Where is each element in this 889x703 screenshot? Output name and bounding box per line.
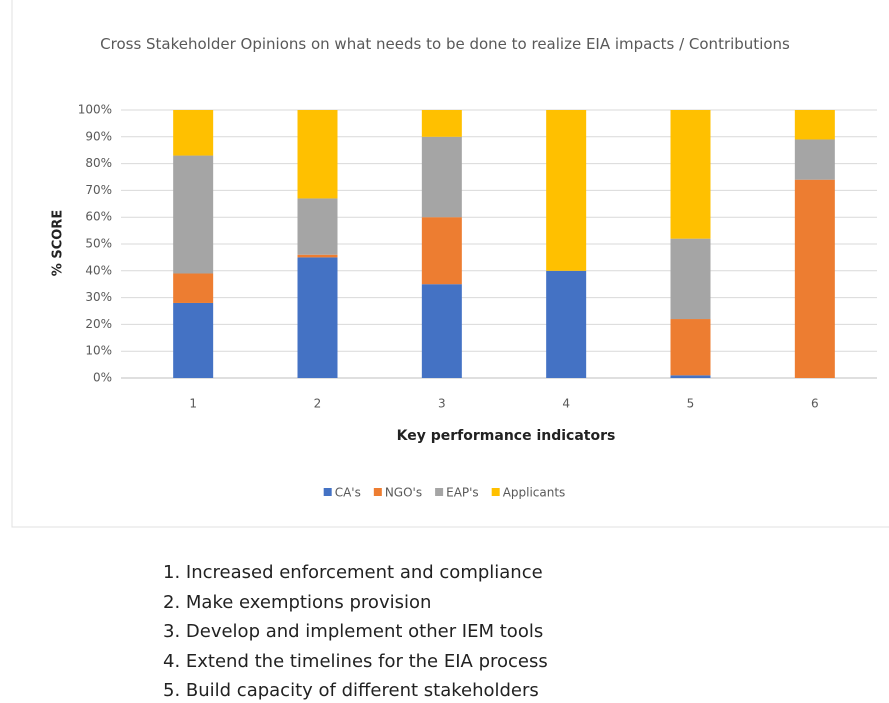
x-tick-label: 1	[189, 397, 197, 411]
bar-segment	[421, 110, 462, 137]
y-tick-label: 100%	[78, 103, 112, 117]
bar-segment	[173, 110, 214, 156]
bar-segment	[421, 217, 462, 285]
y-tick-label: 40%	[85, 263, 112, 277]
bar-segment	[297, 257, 338, 378]
bar-segment	[297, 110, 338, 199]
bar-segment	[670, 319, 711, 376]
bar-segment	[546, 270, 587, 378]
note-item: 4. Extend the timelines for the EIA proc…	[163, 650, 548, 672]
bar-segment	[297, 254, 338, 258]
bar-segment	[794, 110, 835, 140]
x-tick-label: 2	[314, 397, 322, 411]
bar-segment	[173, 273, 214, 303]
legend-swatch	[373, 488, 382, 496]
legend-label: Applicants	[503, 486, 566, 500]
y-tick-label: 30%	[85, 290, 112, 304]
x-tick-label: 3	[438, 397, 446, 411]
y-tick-label: 90%	[85, 129, 112, 143]
legend-swatch	[435, 488, 444, 496]
note-item: 1. Increased enforcement and compliance	[163, 562, 543, 583]
legend-label: NGO's	[385, 486, 422, 500]
x-tick-label: 4	[562, 397, 570, 411]
note-item: 2. Make exemptions provision	[163, 591, 432, 613]
note-item: 5. Build capacity of different stakehold…	[163, 680, 539, 701]
bar-segment	[546, 110, 587, 271]
bar-segment	[421, 136, 462, 218]
x-tick-label: 5	[687, 397, 695, 411]
legend-swatch	[491, 488, 500, 496]
bar-segment	[297, 198, 338, 255]
x-axis-label: Key performance indicators	[397, 428, 616, 444]
chart-title: Cross Stakeholder Opinions on what needs…	[100, 35, 790, 53]
y-tick-label: 20%	[85, 317, 112, 331]
bar-segment	[794, 179, 835, 378]
bar-segment	[670, 238, 711, 320]
chart-border	[11, 0, 889, 528]
notes: 1. Increased enforcement and compliance 2…	[163, 558, 548, 703]
y-tick-label: 70%	[85, 183, 112, 197]
legend-swatch	[323, 488, 332, 496]
bar-segment	[173, 155, 214, 274]
legend-label: CA's	[335, 486, 361, 500]
bar-segment	[794, 139, 835, 180]
bar-segment	[670, 110, 711, 239]
y-tick-label: 10%	[85, 344, 112, 358]
bar-segment	[173, 302, 214, 378]
x-tick-label: 6	[811, 397, 819, 411]
y-tick-label: 60%	[85, 210, 112, 224]
note-item: 3. Develop and implement other IEM tools	[163, 621, 544, 642]
bar-segment	[421, 284, 462, 378]
bar-segment	[670, 375, 711, 378]
y-tick-label: 50%	[85, 237, 112, 251]
legend-label: EAP's	[446, 486, 479, 500]
y-tick-label: 80%	[85, 156, 112, 170]
y-axis-label: % SCORE	[51, 210, 66, 276]
y-tick-label: 0%	[93, 371, 112, 385]
